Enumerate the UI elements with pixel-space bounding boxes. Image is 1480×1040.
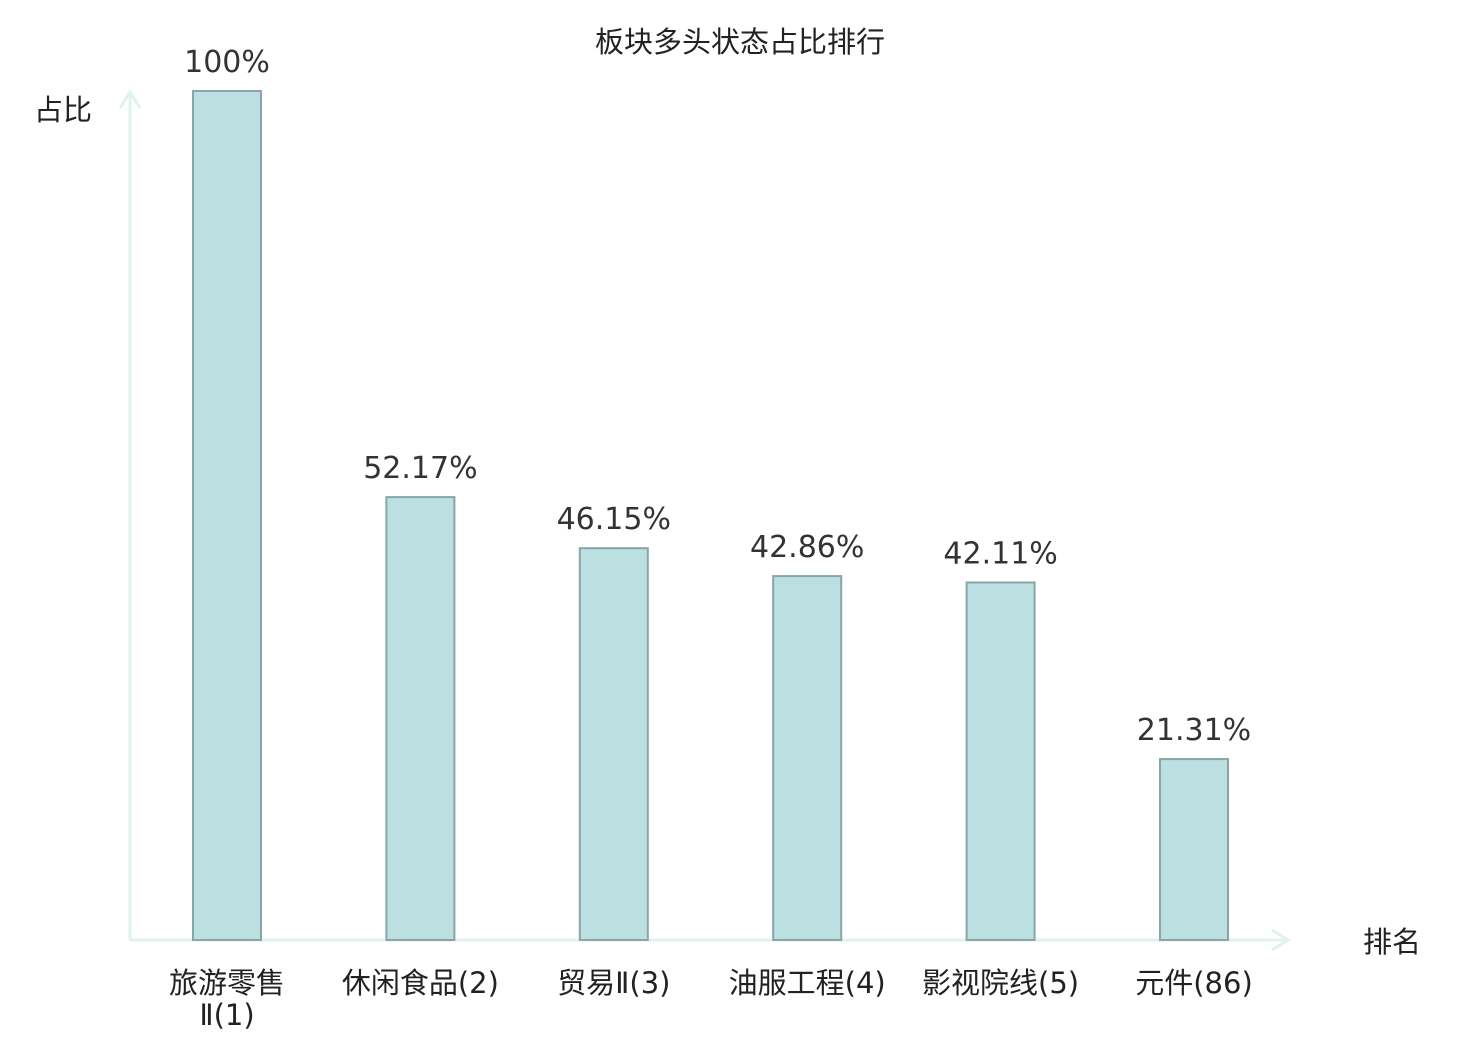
bar-value-label: 42.86% <box>750 530 864 565</box>
bar <box>1159 758 1229 941</box>
category-label-line: 油服工程(4) <box>729 966 886 1000</box>
value-labels-group: 100% 52.17% 46.15% 42.86% 42.11% 21.31% <box>184 45 1251 748</box>
category-label: 旅游零售 Ⅱ(1) <box>169 966 285 1032</box>
bar <box>965 581 1036 941</box>
bar-value-label: 42.11% <box>943 537 1057 572</box>
bars-group <box>192 90 1229 941</box>
category-label: 元件(86) <box>1135 966 1253 1000</box>
category-labels-group: 旅游零售 Ⅱ(1) 休闲食品(2) 贸易Ⅱ(3) 油服工程(4) 影视院线(5) 元件(86… <box>169 966 1253 1032</box>
y-axis-label: 占比 <box>34 93 92 127</box>
chart-title: 板块多头状态占比排行 <box>595 25 885 59</box>
category-label-line: Ⅱ(1) <box>199 998 254 1032</box>
category-label-line: 贸易Ⅱ(3) <box>557 966 670 1000</box>
y-axis <box>118 89 142 940</box>
category-label: 影视院线(5) <box>922 966 1079 1000</box>
x-axis <box>130 928 1291 952</box>
bar <box>385 496 456 941</box>
bar <box>578 547 649 941</box>
bar <box>192 90 262 941</box>
x-axis-label: 排名 <box>1363 925 1421 959</box>
category-label: 油服工程(4) <box>729 966 886 1000</box>
bar-value-label: 100% <box>184 45 270 80</box>
category-label-line: 元件(86) <box>1135 966 1253 1000</box>
category-label: 贸易Ⅱ(3) <box>557 966 670 1000</box>
bar <box>772 575 843 941</box>
category-label-line: 休闲食品(2) <box>342 966 499 1000</box>
bar-value-label: 52.17% <box>363 451 477 486</box>
bar-value-label: 46.15% <box>557 502 671 537</box>
category-label-line: 旅游零售 <box>169 966 285 1000</box>
category-label-line: 影视院线(5) <box>922 966 1079 1000</box>
category-label: 休闲食品(2) <box>342 966 499 1000</box>
bar-value-label: 21.31% <box>1137 713 1251 748</box>
